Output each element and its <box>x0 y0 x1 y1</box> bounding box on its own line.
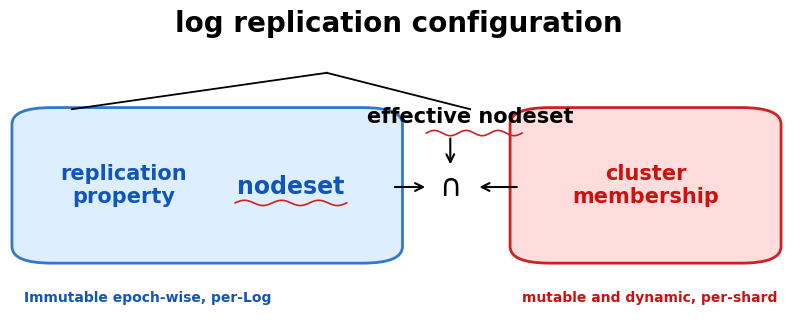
Text: nodeset: nodeset <box>238 175 344 199</box>
Text: cluster
membership: cluster membership <box>572 164 719 207</box>
Text: log replication configuration: log replication configuration <box>175 10 622 38</box>
Text: ∩: ∩ <box>439 172 461 202</box>
Text: Immutable epoch-wise, per-Log: Immutable epoch-wise, per-Log <box>24 291 271 305</box>
Text: mutable and dynamic, per-shard: mutable and dynamic, per-shard <box>522 291 777 305</box>
FancyBboxPatch shape <box>510 108 781 263</box>
FancyBboxPatch shape <box>12 108 402 263</box>
Text: replication
property: replication property <box>61 164 186 207</box>
Text: effective nodeset: effective nodeset <box>367 108 574 127</box>
